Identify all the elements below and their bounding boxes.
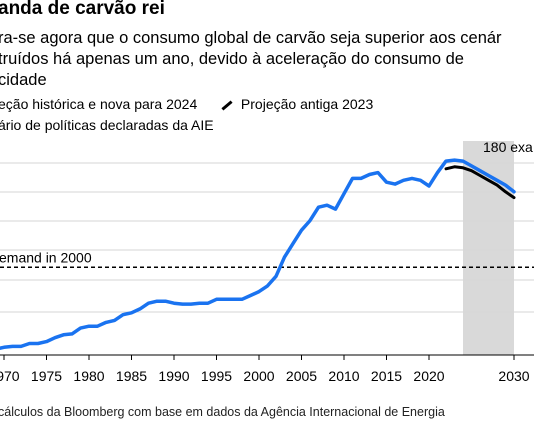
subtitle-line: cidade [0,71,47,89]
legend-label-new: eção histórica e nova para 2024 [0,96,198,112]
x-tick-label: 2010 [328,368,359,384]
x-tick-label: 1980 [73,368,104,384]
x-tick-label: 2015 [371,368,402,384]
series-line-old [444,165,516,200]
x-tick-label: 1985 [116,368,147,384]
subtitle-line: truídos há apenas um ano, devido à acele… [0,50,464,68]
series-line-new [0,158,516,350]
subtitle-line: ra-se agora que o consumo global de carv… [0,29,502,47]
chart-title: anda de carvão rei [0,0,165,19]
legend-label-old: Projeção antiga 2023 [240,96,374,112]
projection-shaded-region [463,141,514,355]
x-tick-label: 1975 [31,368,62,384]
x-tick-label: 2030 [498,368,529,384]
scenario-note: ário de políticas declaradas da AIE [0,117,214,133]
x-tick-label: 1990 [158,368,189,384]
chart-legend: eção histórica e nova para 2024 Projeção… [0,96,373,112]
x-tick-label: 1995 [201,368,232,384]
chart-gridlines [0,162,534,313]
x-tick-label: 2000 [243,368,274,384]
x-tick-label: 1970 [0,368,20,384]
chart-subtitle: ra-se agora que o consumo global de carv… [0,28,534,91]
x-axis-ticks: 1970 1975 1980 1985 1990 1995 2000 2005 2010 2015… [0,355,530,384]
shaded-region-label: 180 exa [483,139,533,155]
reference-line-label: emand in 2000 [0,249,92,265]
x-tick-label: 2005 [286,368,317,384]
source-note: cálculos da Bloomberg com base em dados … [0,405,445,419]
x-tick-label: 2020 [413,368,444,384]
